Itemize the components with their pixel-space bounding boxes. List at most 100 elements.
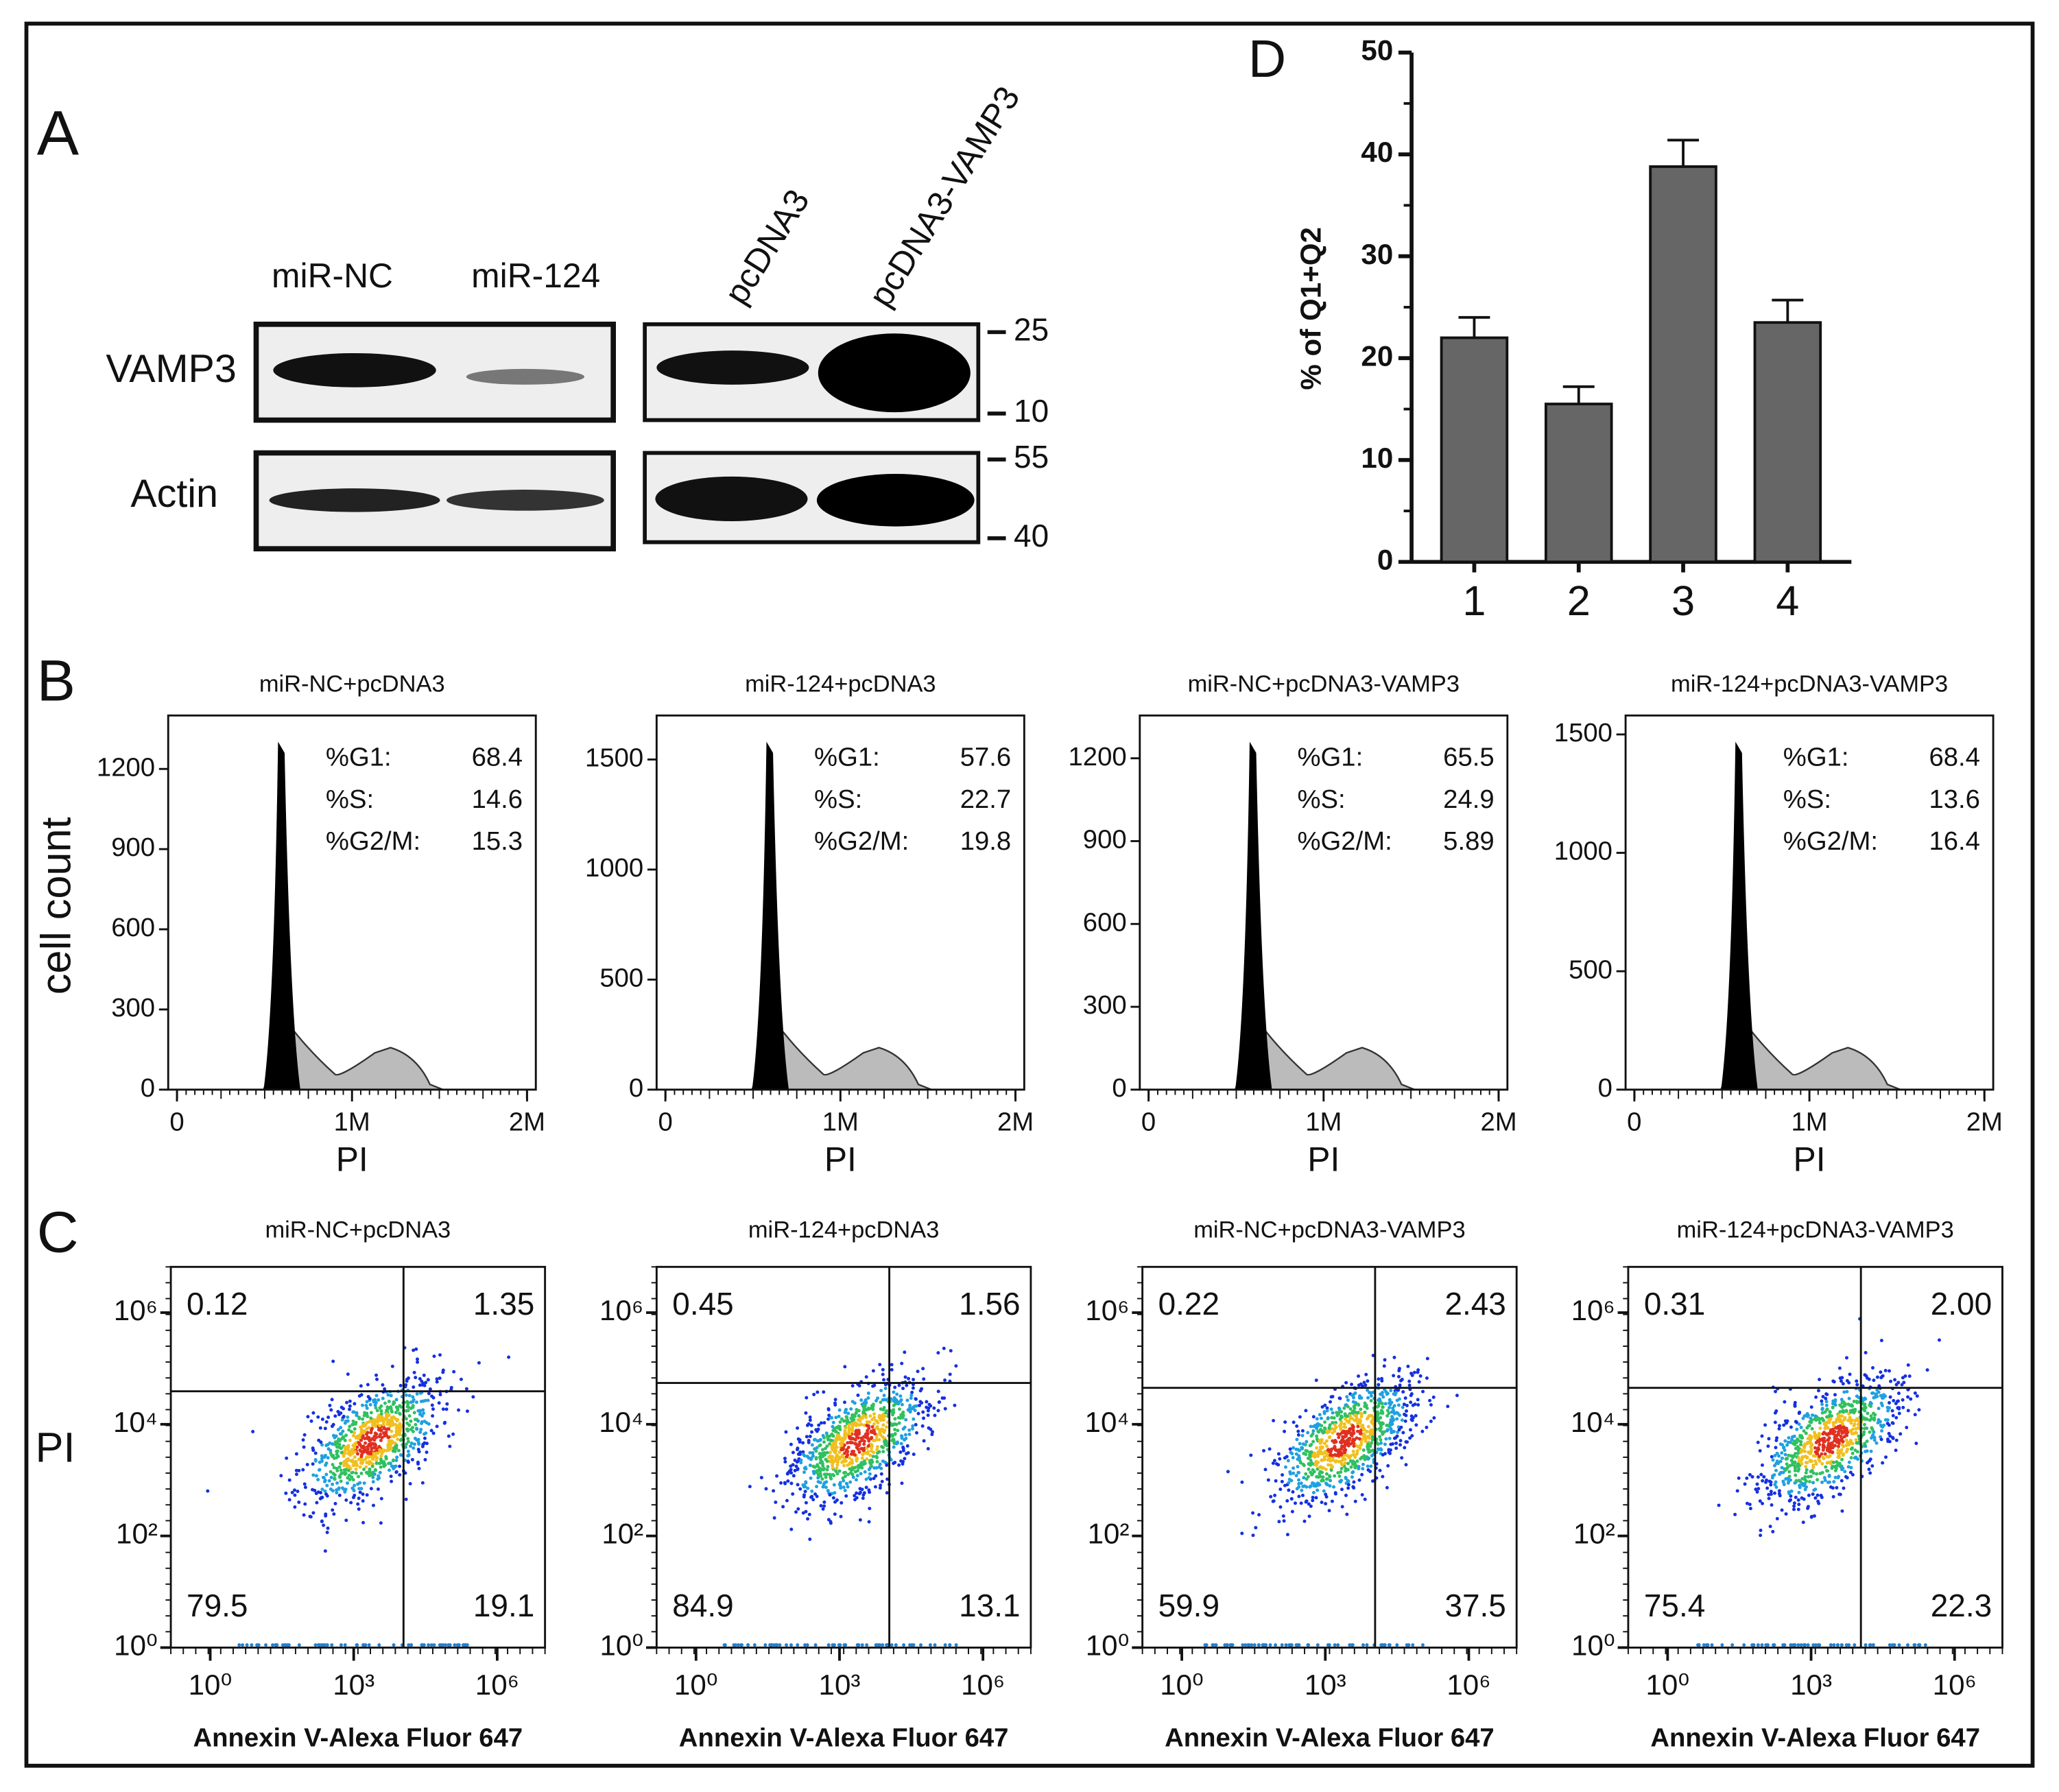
- dot: [378, 1449, 382, 1453]
- dot: [1810, 1459, 1813, 1464]
- dot: [389, 1474, 393, 1479]
- dot: [827, 1455, 831, 1459]
- dot: [1820, 1437, 1824, 1441]
- dot: [1863, 1409, 1867, 1413]
- dot: [853, 1466, 857, 1470]
- dot: [1760, 1434, 1764, 1438]
- dot: [331, 1472, 335, 1476]
- dot: [1388, 1398, 1392, 1402]
- x-axis-label: Annexin V-Alexa Fluor 647: [193, 1723, 523, 1753]
- dot: [1879, 1370, 1883, 1374]
- dot: [803, 1490, 807, 1494]
- dot: [1811, 1481, 1816, 1485]
- dot: [1885, 1422, 1890, 1426]
- dot: [1353, 1400, 1357, 1405]
- dot: [1326, 1416, 1330, 1420]
- dot: [339, 1426, 343, 1430]
- dot: [943, 1643, 947, 1647]
- dot: [1395, 1434, 1399, 1438]
- dot: [831, 1466, 835, 1470]
- dot: [838, 1643, 842, 1647]
- dot: [863, 1470, 867, 1474]
- dot: [1381, 1395, 1385, 1399]
- dot: [808, 1450, 812, 1455]
- dot: [1704, 1643, 1709, 1647]
- dot: [1762, 1474, 1766, 1479]
- quadrant-value: 13.1: [959, 1588, 1020, 1623]
- dot: [1905, 1643, 1909, 1647]
- dot: [1794, 1495, 1798, 1499]
- dot-cloud: [722, 1346, 958, 1647]
- dot: [333, 1440, 337, 1444]
- dot: [1797, 1479, 1801, 1483]
- dot: [1394, 1446, 1399, 1450]
- dot: [877, 1427, 881, 1431]
- dot: [368, 1402, 372, 1407]
- dot: [878, 1363, 882, 1367]
- dot: [1322, 1411, 1326, 1415]
- dot: [1226, 1470, 1230, 1474]
- dot: [390, 1464, 394, 1468]
- marker-label: 10: [1014, 393, 1049, 429]
- plot-title: miR-124+pcDNA3-VAMP3: [1677, 1217, 1954, 1243]
- y-tick-label: 10⁰: [599, 1629, 643, 1662]
- dot: [1378, 1435, 1382, 1439]
- dot: [930, 1433, 934, 1437]
- dot: [1359, 1412, 1364, 1416]
- dot: [1366, 1457, 1370, 1461]
- dot: [437, 1401, 441, 1405]
- dot: [828, 1472, 832, 1477]
- dot: [1775, 1459, 1779, 1464]
- dot: [1849, 1456, 1853, 1460]
- dot: [1353, 1403, 1357, 1407]
- dot: [422, 1420, 427, 1424]
- dot: [380, 1435, 384, 1439]
- dot: [1806, 1474, 1810, 1479]
- dot: [1913, 1391, 1917, 1395]
- dot: [1796, 1498, 1800, 1502]
- dot: [1299, 1501, 1303, 1505]
- dot: [826, 1489, 830, 1493]
- dot: [1309, 1434, 1313, 1438]
- dot: [1305, 1439, 1309, 1444]
- dot: [350, 1460, 355, 1464]
- dot: [1793, 1468, 1797, 1472]
- dot: [822, 1467, 826, 1470]
- dot: [1321, 1479, 1325, 1483]
- dot: [822, 1390, 826, 1394]
- dot: [1737, 1476, 1741, 1480]
- dot: [1254, 1526, 1258, 1530]
- dot: [452, 1370, 456, 1374]
- dot: [1843, 1470, 1847, 1474]
- dot: [1257, 1513, 1261, 1517]
- dot: [1324, 1467, 1328, 1471]
- dot: [1832, 1643, 1836, 1647]
- dot: [948, 1372, 952, 1376]
- dot: [794, 1510, 798, 1514]
- bar: [1649, 165, 1717, 564]
- dot: [844, 1407, 848, 1411]
- dot: [1294, 1447, 1298, 1451]
- dot: [1307, 1514, 1311, 1518]
- dot: [1760, 1463, 1764, 1467]
- dot: [324, 1420, 329, 1424]
- dot: [379, 1454, 383, 1458]
- plot-title: miR-NC+pcDNA3: [259, 671, 445, 697]
- dot: [1316, 1488, 1320, 1492]
- x-tick-label: 10³: [333, 1669, 374, 1701]
- y-tick-label: 0: [1112, 1073, 1126, 1103]
- dot: [335, 1491, 339, 1495]
- dot: [1743, 1482, 1747, 1486]
- dot: [893, 1385, 897, 1389]
- dot: [1903, 1374, 1907, 1378]
- dot: [1366, 1379, 1370, 1383]
- dot: [353, 1450, 357, 1454]
- dot: [1337, 1435, 1341, 1439]
- stat-value: 5.89: [1443, 826, 1494, 856]
- dot: [867, 1476, 871, 1480]
- dot: [331, 1442, 335, 1446]
- x-tick-label: 1M: [1792, 1108, 1828, 1137]
- dot: [1309, 1424, 1313, 1429]
- dot: [922, 1416, 925, 1420]
- dot: [903, 1425, 907, 1429]
